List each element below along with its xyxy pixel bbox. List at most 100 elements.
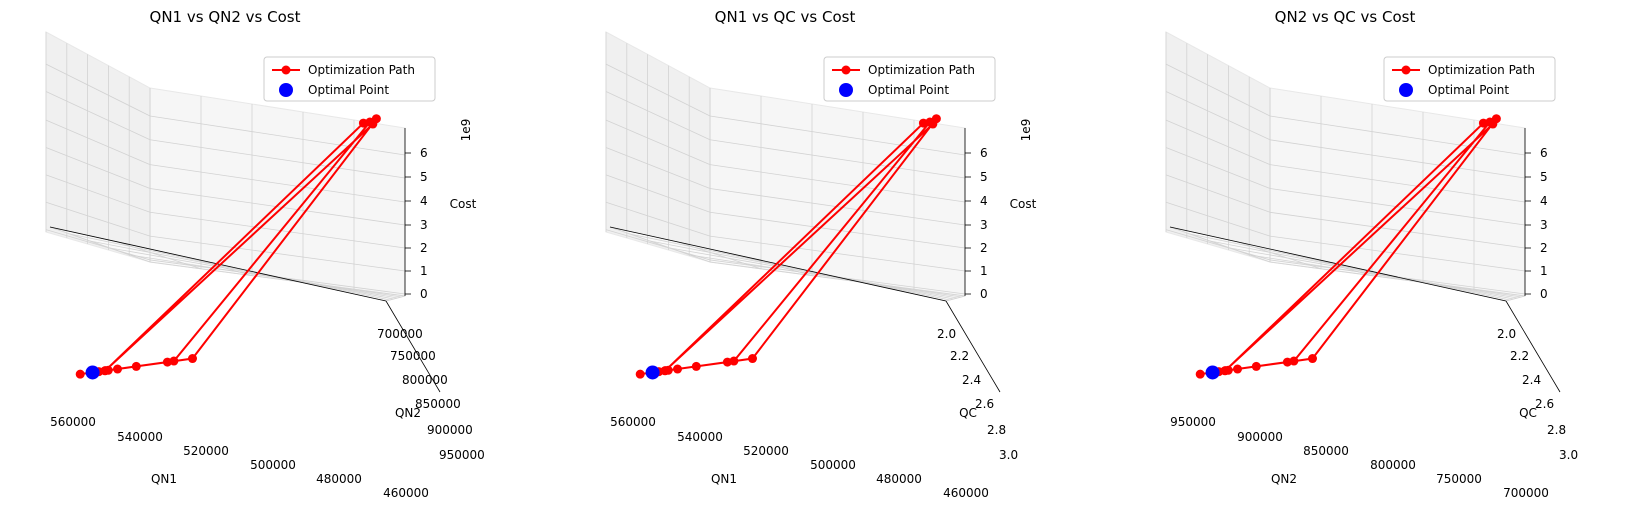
optimal-point (1205, 365, 1220, 380)
optimization-path-point (1478, 118, 1488, 128)
y-tick-label: 800000 (402, 373, 448, 387)
legend-path-marker (841, 65, 851, 75)
grid-line (129, 254, 402, 298)
legend-box (1383, 56, 1556, 102)
grid-line (709, 235, 966, 272)
grid-line (605, 229, 711, 261)
legend-optimal-label: Optimal Point (308, 83, 389, 97)
grid-line (149, 235, 406, 272)
z-tick-label: 5 (980, 170, 988, 184)
optimization-path-point (1233, 364, 1243, 374)
grid-line (1249, 254, 1522, 298)
z-tick-label: 6 (1540, 146, 1548, 160)
x-tick-label: 700000 (1503, 486, 1549, 500)
chart-panel-2: 560000 540000 520000 500000 480000 460000 QN1 2… (605, 8, 1037, 500)
x-tick-label: 750000 (1436, 472, 1482, 486)
grid-line (89, 240, 394, 300)
grid-line (669, 247, 958, 299)
grid-line (1165, 147, 1271, 189)
grid-line (45, 91, 151, 141)
y-tick-label: 2.4 (962, 373, 981, 387)
x-axis-label: QN1 (151, 472, 177, 486)
y-tick-label: 850000 (415, 397, 461, 411)
z-tick-label: 4 (980, 194, 988, 208)
y-tick-label: 750000 (390, 349, 436, 363)
legend-optimal-marker (1399, 83, 1413, 97)
z-tick-label: 2 (420, 241, 428, 255)
grid-line (1269, 211, 1526, 249)
optimization-path-point (1251, 361, 1261, 371)
grid-line (649, 240, 954, 300)
grid-line (109, 247, 398, 299)
y-axis-label: QC (959, 406, 977, 420)
legend-path-marker (1401, 65, 1411, 75)
pane-left (45, 31, 151, 263)
grid-line (945, 295, 966, 302)
z-tick-label: 6 (980, 146, 988, 160)
z-axis-label: Cost (1010, 197, 1037, 211)
z-tick-label: 0 (1540, 287, 1548, 301)
z-tick-label: 4 (1540, 194, 1548, 208)
grid-line (1269, 261, 1526, 297)
grid-line (1269, 139, 1526, 179)
x-tick-label: 560000 (610, 415, 656, 429)
optimization-path-point (918, 118, 928, 128)
legend-optimal-label: Optimal Point (868, 83, 949, 97)
legend-path-label: Optimization Path (1428, 63, 1535, 77)
x-tick-label: 520000 (183, 444, 229, 458)
optimization-path-point (113, 364, 123, 374)
z-tick-label: 6 (420, 146, 428, 160)
z-tick-label: 1 (1540, 264, 1548, 278)
optimization-path-point (162, 357, 172, 367)
grid-line (45, 201, 151, 237)
optimal-point (645, 365, 660, 380)
optimization-path-point (722, 357, 732, 367)
grid-line (709, 115, 966, 156)
x-tick-label: 480000 (316, 472, 362, 486)
legend-path-marker (281, 65, 291, 75)
grid-line (605, 91, 711, 141)
legend: Optimization Path Optimal Point (263, 56, 436, 102)
grid-line (1229, 247, 1518, 299)
y-tick-label: 2.0 (1497, 327, 1516, 341)
optimization-path-point (1282, 357, 1292, 367)
optimization-path-point (660, 366, 670, 376)
legend-path-label: Optimization Path (868, 63, 975, 77)
legend-optimal-marker (279, 83, 293, 97)
z-multiplier: 1e9 (459, 119, 473, 142)
z-tick-label: 3 (1540, 218, 1548, 232)
x-tick-label: 900000 (1237, 430, 1283, 444)
z-multiplier: 1e9 (1019, 119, 1033, 142)
grid-line (1269, 235, 1526, 272)
x-tick-label: 560000 (50, 415, 96, 429)
grid-line (1165, 63, 1271, 117)
legend-path-label: Optimization Path (308, 63, 415, 77)
grid-line (1165, 119, 1271, 166)
grid-line (1269, 115, 1526, 156)
chart-title: QN2 vs QC vs Cost (1275, 8, 1416, 26)
grid-line (45, 63, 151, 117)
x-tick-label: 500000 (250, 458, 296, 472)
y-tick-label: 700000 (377, 327, 423, 341)
optimization-path-point (673, 364, 683, 374)
z-tick-label: 4 (420, 194, 428, 208)
optimization-path-point (1488, 119, 1498, 129)
optimization-path-point (100, 366, 110, 376)
y-tick-label: 2.8 (987, 423, 1006, 437)
z-tick-label: 5 (1540, 170, 1548, 184)
optimization-path-point (748, 354, 757, 364)
grid-line (605, 147, 711, 189)
x-tick-label: 520000 (743, 444, 789, 458)
z-tick-label: 5 (420, 170, 428, 184)
legend: Optimization Path Optimal Point (1383, 56, 1556, 102)
grid-line (45, 174, 151, 213)
x-tick-label: 460000 (943, 486, 989, 500)
x-tick-label: 460000 (383, 486, 429, 500)
x-axis-label: QN2 (1271, 472, 1297, 486)
grid-line (709, 164, 966, 203)
y-tick-label: 2.6 (1535, 397, 1554, 411)
y-axis-line (1505, 300, 1561, 393)
optimization-path-point (131, 361, 141, 371)
x-tick-label: 500000 (810, 458, 856, 472)
optimization-path-point (1195, 369, 1205, 379)
